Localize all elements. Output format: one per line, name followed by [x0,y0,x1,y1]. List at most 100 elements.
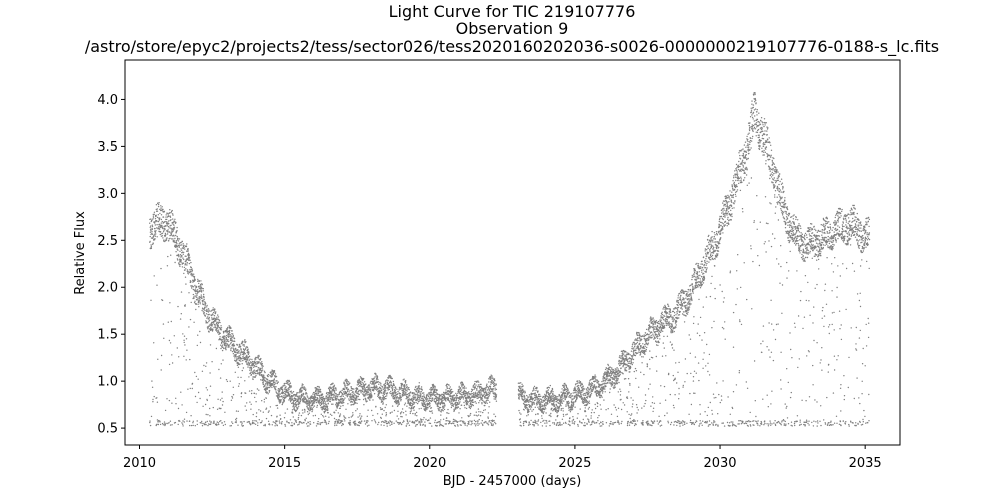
data-point [343,416,346,418]
data-point [283,399,285,402]
data-point [563,400,565,402]
data-point [333,384,336,386]
data-point [315,401,318,404]
data-point [152,243,154,246]
data-point [367,394,369,396]
data-point [389,412,392,414]
data-point [374,376,376,378]
data-point [353,392,355,394]
data-point [247,356,250,359]
data-point [404,402,407,404]
data-point [239,356,242,359]
data-point [541,410,543,413]
data-point [179,263,181,266]
data-point [388,388,391,391]
data-point [459,398,462,401]
data-point [195,308,197,311]
data-point [385,404,387,406]
data-point [265,389,267,391]
data-point [411,405,413,407]
data-point [208,325,211,327]
data-point [378,383,380,385]
data-point [523,398,525,401]
data-point [331,403,333,405]
data-point [155,214,157,216]
data-point [545,412,547,414]
data-point [195,285,198,288]
data-point [325,415,327,417]
data-point [560,391,562,393]
data-point [401,383,404,386]
data-point [415,401,417,404]
data-point [149,240,151,243]
data-point [442,418,445,420]
data-point [212,314,214,316]
data-point [519,385,521,387]
data-point [346,390,349,393]
data-point [184,305,186,307]
data-point [309,423,312,425]
data-point [341,395,343,397]
data-point [404,381,407,383]
data-point [444,405,446,407]
data-point [268,391,270,393]
data-point [278,394,280,396]
data-point [358,424,360,427]
data-point [561,395,564,397]
data-point [522,385,524,387]
data-point [201,283,203,286]
data-point [338,400,340,402]
data-point [472,404,474,407]
data-point [206,389,209,391]
data-point [470,396,472,399]
data-point [545,404,547,407]
data-point [244,348,247,350]
data-point [188,262,191,265]
data-point [365,389,367,391]
data-point [231,395,233,398]
data-point [342,395,345,397]
data-point [550,412,552,415]
data-point [449,422,451,424]
data-point [254,396,256,399]
data-point [458,389,460,392]
data-point [224,336,226,338]
data-point [429,422,432,425]
data-point [489,378,491,381]
data-point [298,412,301,414]
data-point [210,314,213,317]
data-point [306,405,308,407]
data-point [443,391,445,394]
data-point [371,395,373,398]
data-point [293,404,295,406]
data-point [495,394,498,396]
data-point [213,315,216,317]
data-point [556,423,558,425]
data-point [246,362,248,364]
data-point [187,250,189,252]
data-point [230,349,232,352]
data-point [255,415,258,418]
data-point [169,215,171,217]
data-point [437,393,439,396]
data-point [400,396,402,398]
data-point [535,420,537,423]
data-point [240,360,242,362]
data-point [183,251,185,254]
data-point [215,347,218,350]
data-point [397,390,399,393]
data-point [320,391,322,393]
data-point [260,379,262,381]
data-point [425,410,427,412]
data-point [553,400,555,402]
data-point [286,389,288,392]
data-point [287,391,289,393]
data-point [331,397,333,399]
data-point [156,419,159,421]
data-point [546,392,548,395]
data-point [271,424,273,426]
data-point [566,413,568,415]
data-point [235,410,238,412]
data-point [413,406,416,408]
data-point [184,248,186,250]
